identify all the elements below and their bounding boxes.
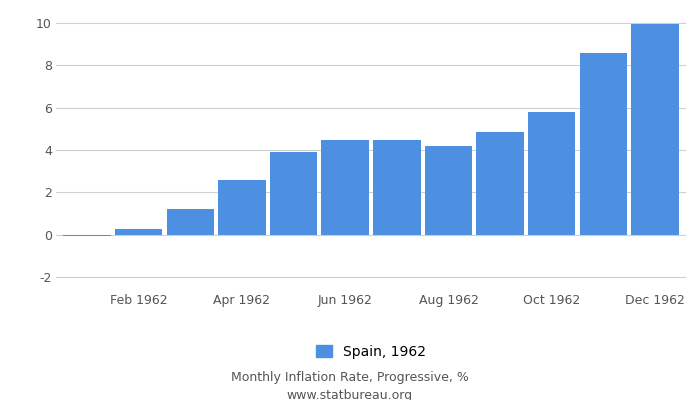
Bar (476, 132, 524, 235)
Text: www.statbureau.org: www.statbureau.org (287, 390, 413, 400)
Bar (631, 24, 679, 235)
Bar (218, 180, 266, 235)
Text: Monthly Inflation Rate, Progressive, %: Monthly Inflation Rate, Progressive, % (231, 372, 469, 384)
Bar (373, 140, 421, 235)
Bar (580, 53, 627, 235)
Bar (115, 228, 162, 235)
Bar (270, 152, 317, 235)
Bar (321, 140, 369, 235)
Bar (425, 146, 472, 235)
Legend: Spain, 1962: Spain, 1962 (316, 345, 426, 359)
Bar (167, 210, 214, 235)
Bar (63, 235, 111, 236)
Bar (528, 112, 575, 235)
